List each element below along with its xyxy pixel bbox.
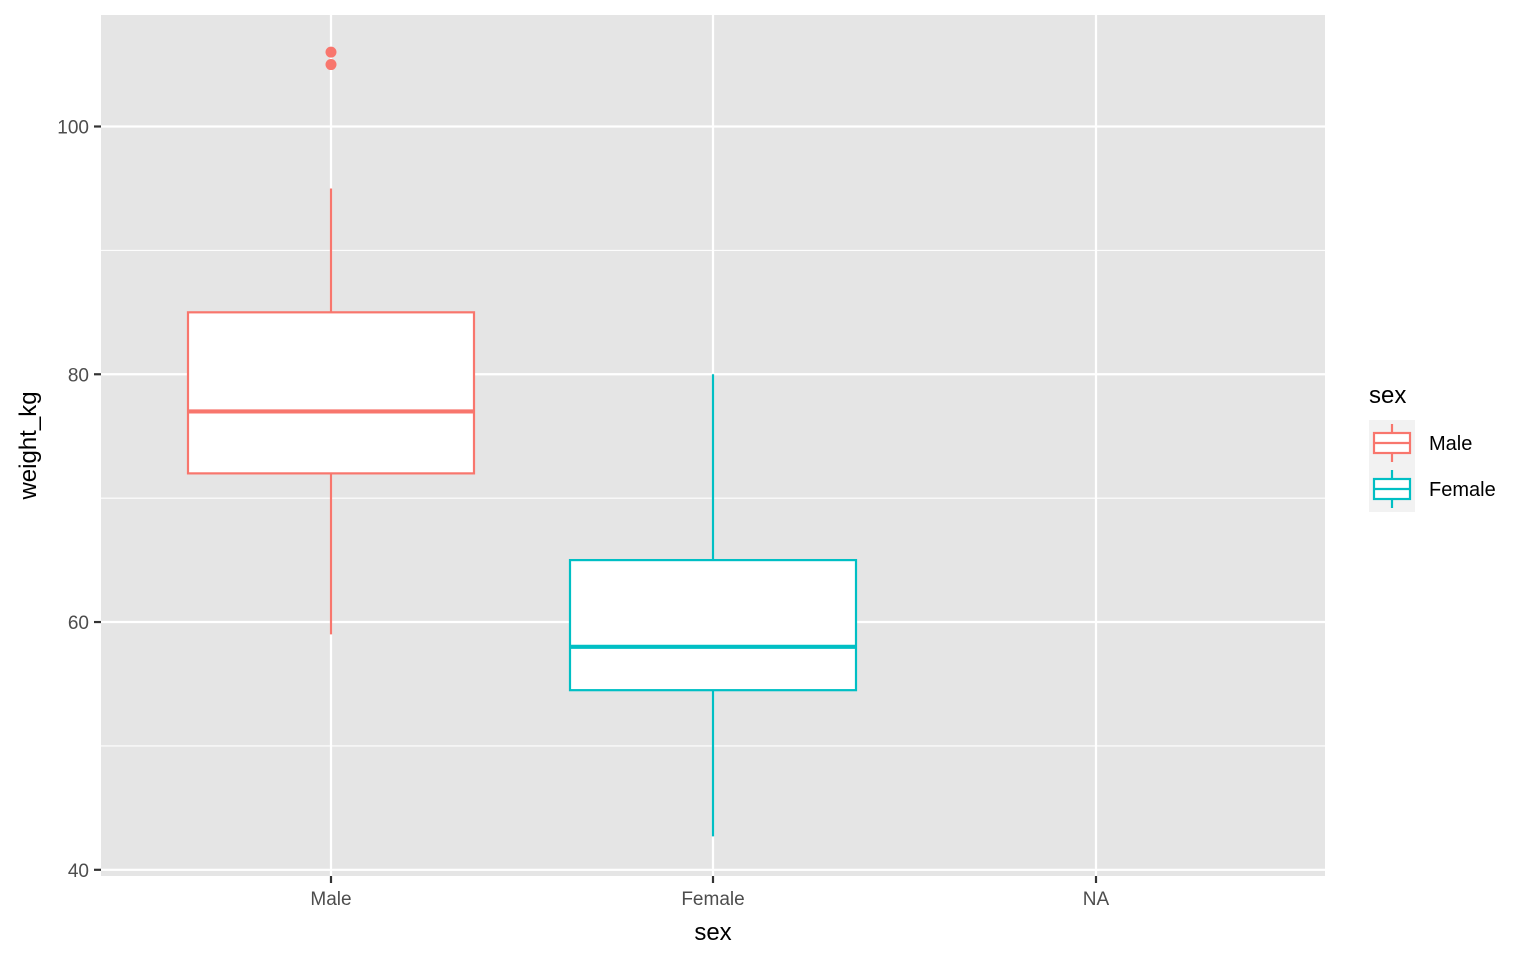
y-axis: 40 60 80 100	[57, 117, 101, 882]
y-tick-label: 40	[68, 861, 89, 882]
y-tick-label: 60	[68, 613, 89, 634]
outlier-point	[325, 46, 337, 58]
x-tick-label: Male	[310, 889, 351, 910]
box-female	[568, 374, 858, 837]
box-iqr	[186, 311, 476, 475]
x-tick-label: Female	[681, 889, 744, 910]
box-male	[186, 46, 476, 635]
legend-item-male: Male	[1369, 420, 1472, 466]
legend-title: sex	[1369, 382, 1406, 409]
x-axis-title: sex	[694, 919, 731, 946]
outlier-point	[325, 59, 337, 71]
y-axis-title: weight_kg	[15, 391, 42, 500]
box-iqr	[568, 558, 858, 692]
legend-item-female: Female	[1369, 466, 1496, 512]
legend-label: Male	[1429, 433, 1472, 455]
legend-label: Female	[1429, 479, 1496, 501]
legend: sex Male Female	[1369, 382, 1496, 512]
boxplot-series	[186, 46, 858, 837]
y-tick-label: 80	[68, 365, 89, 386]
x-axis: Male Female NA	[310, 876, 1110, 910]
x-tick-label: NA	[1083, 889, 1110, 910]
y-tick-label: 100	[57, 117, 89, 138]
